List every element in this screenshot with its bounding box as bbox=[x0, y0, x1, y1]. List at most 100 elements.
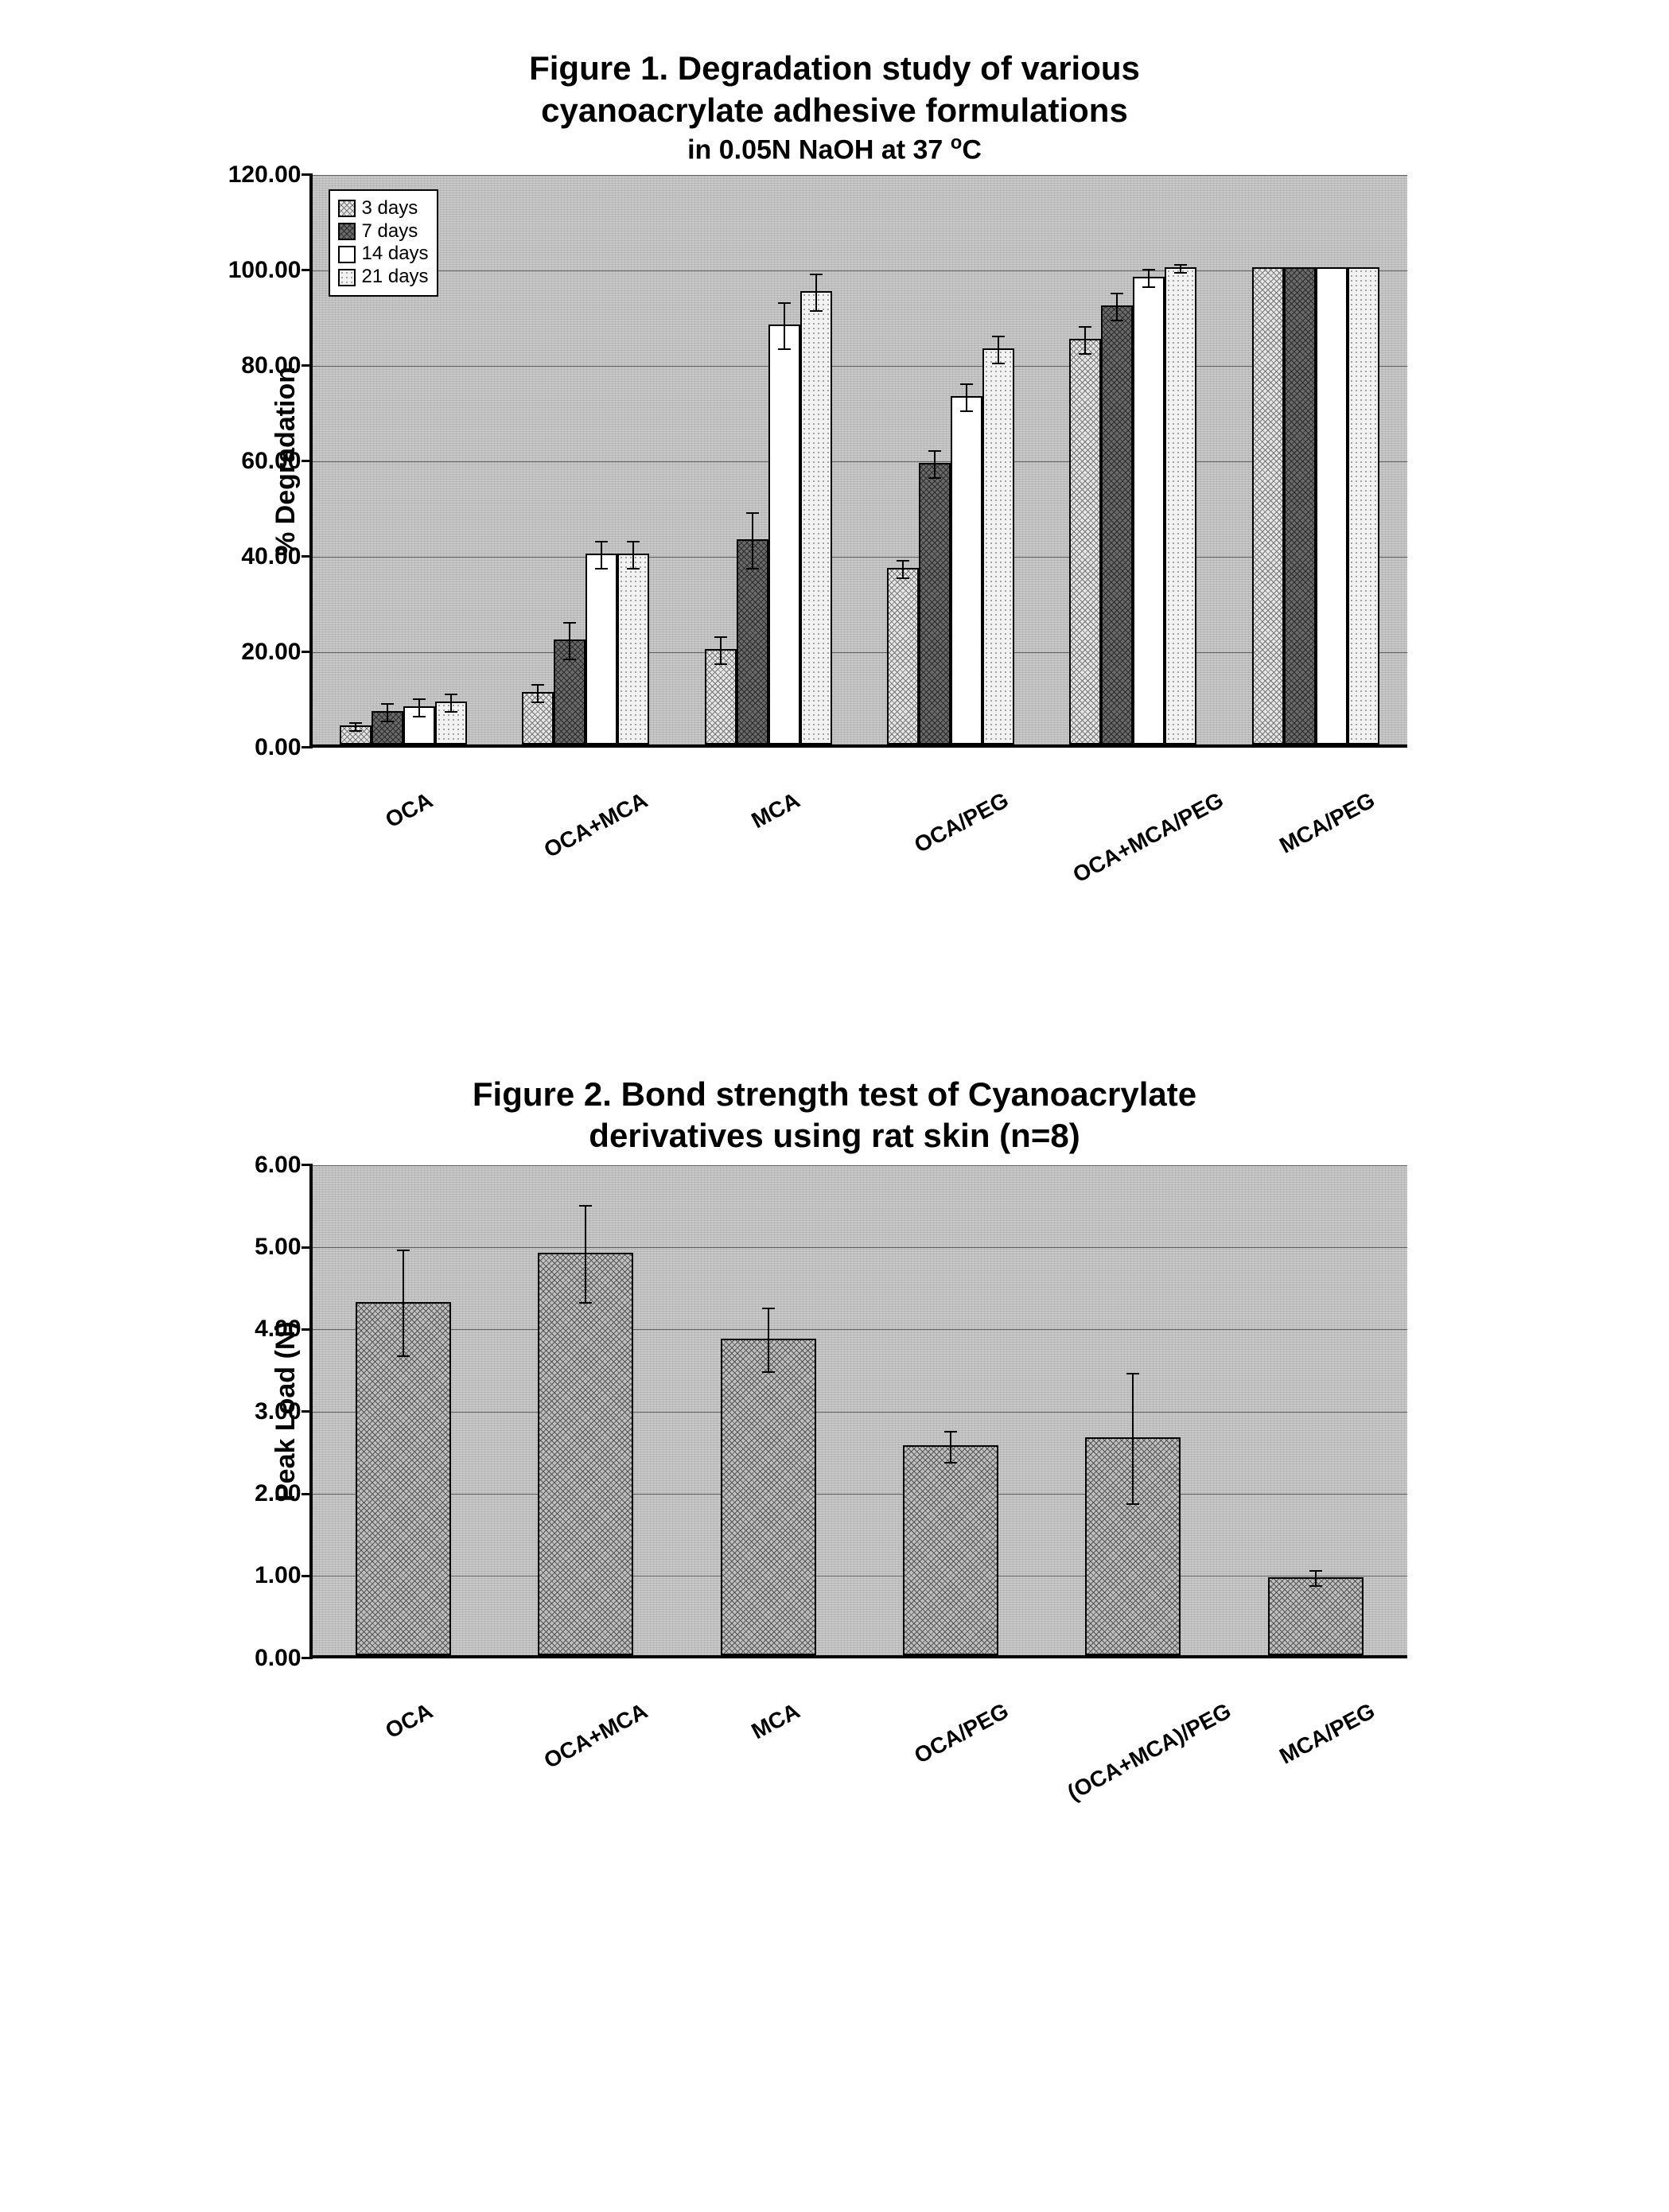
figure-1: Figure 1. Degradation study of various c… bbox=[263, 48, 1407, 851]
page: Figure 1. Degradation study of various c… bbox=[32, 48, 1637, 1810]
figure-1-title-line2: cyanoacrylate adhesive formulations bbox=[529, 90, 1140, 132]
bar-group bbox=[1042, 1165, 1224, 1655]
bar bbox=[538, 1253, 633, 1655]
bar bbox=[340, 725, 372, 744]
legend-item: 21 days bbox=[338, 266, 429, 289]
bar bbox=[721, 1339, 816, 1655]
figure-1-bars bbox=[313, 175, 1407, 744]
figure-2: Figure 2. Bond strength test of Cyanoacr… bbox=[263, 1074, 1407, 1762]
legend-label: 21 days bbox=[362, 266, 429, 289]
bar bbox=[617, 554, 649, 744]
x-label: OCA+MCA bbox=[492, 756, 675, 851]
legend-label: 7 days bbox=[362, 220, 418, 243]
figure-1-plot-area: 3 days7 days14 days21 days bbox=[309, 175, 1407, 748]
bar bbox=[1316, 267, 1348, 744]
figure-1-title-line1: Figure 1. Degradation study of various bbox=[529, 48, 1140, 90]
figure-1-title-line3: in 0.05N NaOH at 37 oC bbox=[529, 131, 1140, 167]
legend-swatch bbox=[338, 223, 356, 240]
figure-2-xlabels: OCAOCA+MCAMCAOCA/PEG(OCA+MCA)/PEGMCA/PEG bbox=[309, 1666, 1407, 1762]
error-bar bbox=[720, 636, 722, 665]
bar bbox=[403, 706, 435, 744]
bar bbox=[737, 539, 768, 744]
figure-1-degree-symbol: o bbox=[951, 132, 963, 154]
figure-2-title-line1: Figure 2. Bond strength test of Cyanoacr… bbox=[473, 1074, 1196, 1116]
error-bar bbox=[601, 541, 602, 570]
error-bar bbox=[950, 1431, 951, 1464]
x-label: OCA bbox=[309, 1666, 492, 1762]
legend-item: 14 days bbox=[338, 243, 429, 266]
bar bbox=[800, 291, 832, 744]
figure-2-plot-column: OCAOCA+MCAMCAOCA/PEG(OCA+MCA)/PEGMCA/PEG bbox=[309, 1165, 1407, 1762]
x-label: MCA/PEG bbox=[1224, 1666, 1407, 1762]
figure-2-bars bbox=[313, 1165, 1407, 1655]
error-bar bbox=[585, 1205, 586, 1304]
bar bbox=[435, 702, 467, 744]
error-bar bbox=[450, 694, 452, 713]
bar bbox=[356, 1302, 451, 1655]
bar bbox=[1252, 267, 1284, 744]
error-bar bbox=[387, 703, 388, 722]
error-bar bbox=[902, 560, 904, 579]
figure-1-subtitle-suffix: C bbox=[962, 134, 982, 165]
bar bbox=[768, 325, 800, 744]
error-bar bbox=[355, 722, 356, 732]
bar bbox=[554, 639, 586, 744]
figure-2-title: Figure 2. Bond strength test of Cyanoacr… bbox=[473, 1074, 1196, 1157]
legend-swatch bbox=[338, 246, 356, 263]
x-label: MCA bbox=[675, 1666, 858, 1762]
bar bbox=[1069, 339, 1101, 744]
legend-label: 14 days bbox=[362, 243, 429, 266]
legend-swatch bbox=[338, 269, 356, 286]
error-bar bbox=[632, 541, 634, 570]
legend-label: 3 days bbox=[362, 197, 418, 220]
bar bbox=[705, 649, 737, 744]
error-bar bbox=[768, 1308, 769, 1374]
x-label: MCA/PEG bbox=[1224, 756, 1407, 851]
bar-group bbox=[1042, 175, 1224, 744]
error-bar bbox=[1180, 264, 1181, 274]
bar-group bbox=[495, 1165, 677, 1655]
error-bar bbox=[418, 698, 420, 717]
bar bbox=[586, 554, 617, 744]
bar-group bbox=[859, 1165, 1041, 1655]
error-bar bbox=[752, 512, 753, 570]
bar-group bbox=[313, 1165, 495, 1655]
bar bbox=[1101, 305, 1133, 744]
figure-1-legend: 3 days7 days14 days21 days bbox=[329, 189, 438, 297]
bar bbox=[372, 711, 403, 744]
figure-2-title-line2: derivatives using rat skin (n=8) bbox=[473, 1115, 1196, 1157]
error-bar bbox=[1132, 1373, 1134, 1504]
bar-group bbox=[1224, 175, 1406, 744]
figure-1-title: Figure 1. Degradation study of various c… bbox=[529, 48, 1140, 167]
error-bar bbox=[403, 1250, 404, 1356]
bar bbox=[903, 1445, 998, 1655]
bar bbox=[1085, 1437, 1181, 1655]
error-bar bbox=[1116, 293, 1118, 321]
error-bar bbox=[1148, 269, 1150, 288]
x-label: OCA bbox=[309, 756, 492, 851]
error-bar bbox=[569, 622, 570, 660]
figure-1-subtitle-prefix: in 0.05N NaOH at 37 bbox=[687, 134, 951, 165]
bar-group bbox=[859, 175, 1041, 744]
bar bbox=[1133, 277, 1165, 744]
error-bar bbox=[1084, 326, 1086, 355]
x-label: OCA+MCA/PEG bbox=[1041, 756, 1224, 851]
x-label: OCA+MCA bbox=[492, 1666, 675, 1762]
bar-group bbox=[495, 175, 677, 744]
error-bar bbox=[966, 383, 967, 412]
legend-item: 7 days bbox=[338, 220, 429, 243]
bar-group bbox=[1224, 1165, 1406, 1655]
x-label: OCA/PEG bbox=[858, 1666, 1041, 1762]
error-bar bbox=[784, 302, 785, 350]
error-bar bbox=[537, 684, 539, 703]
bar bbox=[1268, 1577, 1364, 1655]
bar bbox=[982, 348, 1014, 744]
bar bbox=[887, 568, 919, 744]
bar bbox=[919, 463, 951, 744]
bar bbox=[1284, 267, 1316, 744]
bar bbox=[1165, 267, 1196, 744]
bar bbox=[951, 396, 982, 744]
x-label: (OCA+MCA)/PEG bbox=[1041, 1666, 1224, 1762]
bar-group bbox=[677, 175, 859, 744]
bar bbox=[522, 692, 554, 744]
